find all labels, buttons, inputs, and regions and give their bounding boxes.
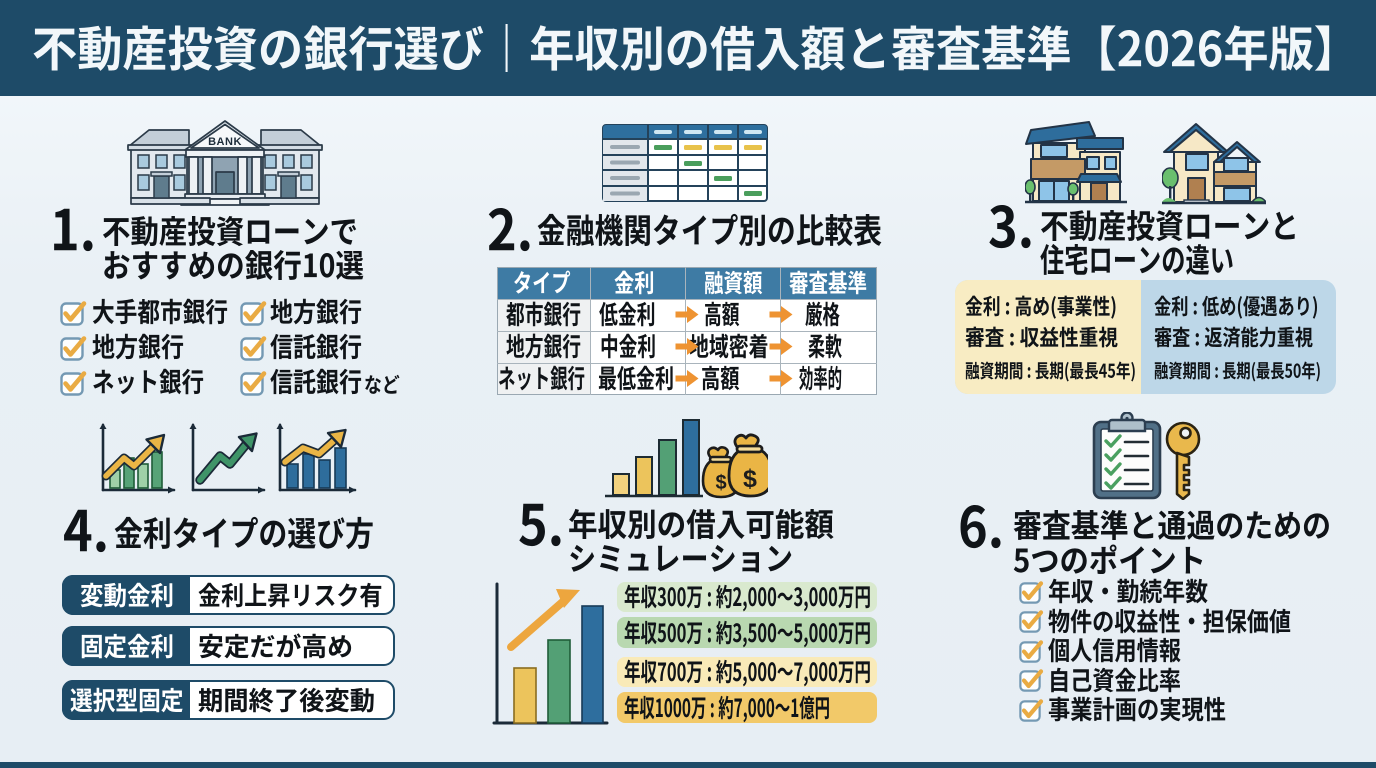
svg-text:$: $	[743, 465, 757, 493]
svg-text:BANK: BANK	[208, 136, 242, 148]
svg-text:$: $	[715, 472, 726, 494]
